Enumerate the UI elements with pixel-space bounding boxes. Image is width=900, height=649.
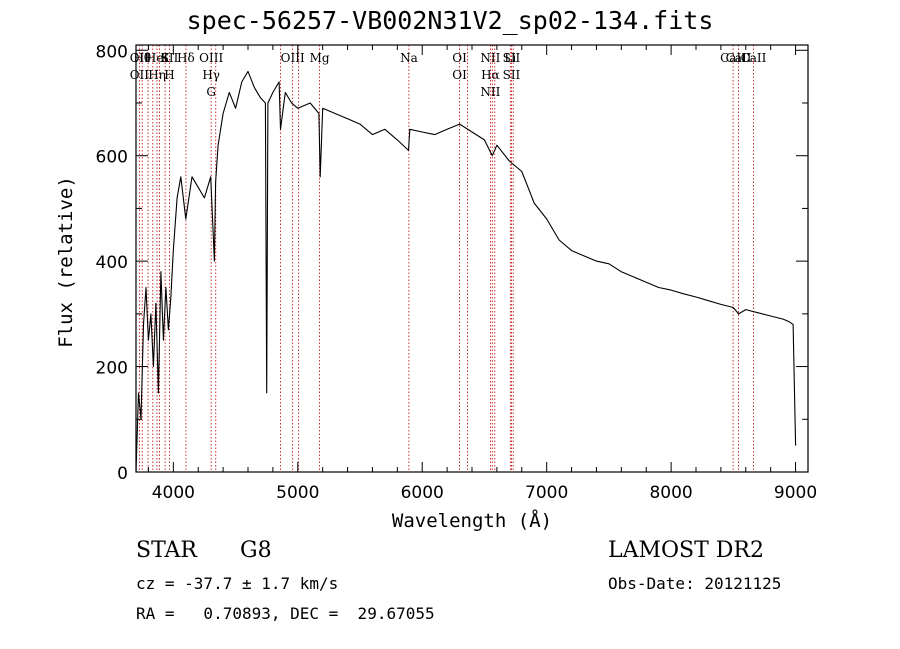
line-label: OIII xyxy=(281,51,305,65)
line-label: Hα xyxy=(481,68,500,82)
y-tick-label: 600 xyxy=(96,148,128,168)
line-label: NII xyxy=(480,51,500,65)
line-label: OI xyxy=(452,68,467,82)
line-label: Hθ xyxy=(133,51,151,65)
line-label: Hη xyxy=(148,68,166,82)
line-label: OII xyxy=(130,51,150,65)
line-label: SII xyxy=(503,68,521,82)
line-label: OII xyxy=(130,68,150,82)
x-tick-label: 6000 xyxy=(401,483,444,503)
line-label: CaII xyxy=(741,51,767,65)
y-tick-label: 0 xyxy=(117,464,128,484)
spectrum-series xyxy=(135,70,797,473)
line-label: CaII xyxy=(720,51,746,65)
x-axis: 4000 5000 6000 7000 8000 9000 xyxy=(147,45,817,503)
observation-date: Obs-Date: 20121125 xyxy=(608,574,782,593)
object-subclass: G8 xyxy=(240,538,272,563)
y-tick-label: 800 xyxy=(96,42,128,62)
y-axis: 0 200 400 600 800 xyxy=(96,42,808,484)
line-label: Na xyxy=(400,51,418,65)
line-label: Mg xyxy=(310,51,330,65)
redshift-velocity: cz = -37.7 ± 1.7 km/s xyxy=(136,574,339,593)
x-axis-label: Wavelength (Å) xyxy=(391,510,553,532)
x-tick-label: 8000 xyxy=(649,483,692,503)
line-label: SII xyxy=(503,51,521,65)
line-label: SII xyxy=(161,51,179,65)
line-label: OI xyxy=(452,51,467,65)
x-tick-label: 5000 xyxy=(276,483,319,503)
line-label: K xyxy=(161,51,171,65)
y-tick-label: 400 xyxy=(96,253,128,273)
plot-frame xyxy=(135,44,809,473)
x-tick-label: 9000 xyxy=(774,483,817,503)
coordinates: RA = 0.70893, DEC = 29.67055 xyxy=(136,604,435,623)
line-label: H xyxy=(164,68,174,82)
y-tick-label: 200 xyxy=(96,359,128,379)
object-class: STAR xyxy=(136,538,197,563)
x-tick-label: 7000 xyxy=(525,483,568,503)
line-label: CaII xyxy=(726,51,752,65)
line-label: NII xyxy=(480,85,500,99)
line-label: G xyxy=(206,85,216,99)
x-tick-label: 4000 xyxy=(152,483,195,503)
emission-line-markers xyxy=(138,45,754,472)
line-label: Hδ xyxy=(177,51,195,65)
line-label: Li xyxy=(504,51,516,65)
chart-title: spec-56257-VB002N31V2_sp02-134.fits xyxy=(186,6,714,35)
line-label: OIII xyxy=(199,51,223,65)
y-axis-label: Flux (relative) xyxy=(55,176,77,348)
line-label: HeI xyxy=(146,51,169,65)
survey-name: LAMOST DR2 xyxy=(608,538,764,563)
line-label: Hγ xyxy=(202,68,220,82)
